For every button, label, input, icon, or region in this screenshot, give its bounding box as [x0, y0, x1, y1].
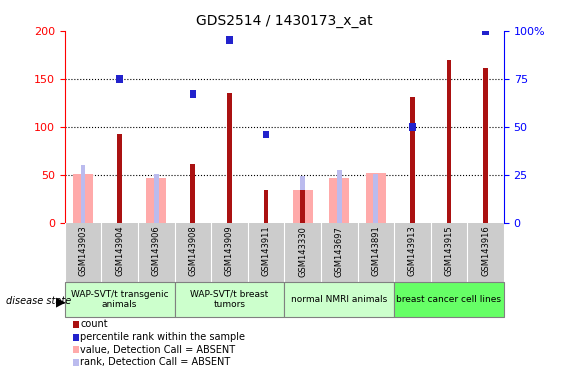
Bar	[300, 176, 305, 223]
Bar	[409, 123, 415, 131]
Bar	[293, 190, 312, 223]
Bar	[366, 173, 386, 223]
Bar	[446, 61, 452, 223]
Text: count: count	[81, 319, 108, 329]
Bar	[65, 31, 101, 223]
Bar	[227, 93, 232, 223]
Bar	[117, 134, 122, 223]
Bar	[446, 8, 452, 15]
Bar	[337, 170, 342, 223]
Bar	[431, 31, 467, 223]
Bar	[73, 174, 93, 223]
Bar	[410, 97, 415, 223]
Bar	[284, 282, 394, 317]
Bar	[248, 31, 284, 223]
Text: normal NMRI animals: normal NMRI animals	[291, 295, 387, 304]
Text: GSM143915: GSM143915	[445, 226, 453, 276]
Text: WAP-SVT/t transgenic
animals: WAP-SVT/t transgenic animals	[71, 290, 168, 309]
Text: GSM143697: GSM143697	[335, 226, 343, 276]
Text: value, Detection Call = ABSENT: value, Detection Call = ABSENT	[81, 345, 235, 355]
Bar	[146, 178, 166, 223]
Bar	[263, 190, 269, 223]
Text: GSM143909: GSM143909	[225, 226, 234, 276]
Bar	[329, 178, 349, 223]
Bar	[263, 131, 269, 138]
Text: GSM143908: GSM143908	[189, 226, 197, 276]
Text: GSM143903: GSM143903	[79, 226, 87, 276]
Bar	[321, 31, 358, 223]
Bar	[394, 282, 504, 317]
Bar	[226, 36, 233, 44]
Bar	[483, 68, 488, 223]
Bar	[138, 31, 175, 223]
Text: WAP-SVT/t breast
tumors: WAP-SVT/t breast tumors	[190, 290, 269, 309]
Bar	[65, 282, 175, 317]
Text: GSM143916: GSM143916	[481, 226, 490, 276]
Text: breast cancer cell lines: breast cancer cell lines	[396, 295, 502, 304]
Bar	[284, 31, 321, 223]
Bar	[394, 31, 431, 223]
Bar	[190, 164, 195, 223]
Bar	[373, 174, 378, 223]
Bar	[81, 165, 86, 223]
Bar	[175, 282, 284, 317]
Text: percentile rank within the sample: percentile rank within the sample	[81, 332, 245, 342]
Text: ▶: ▶	[56, 295, 66, 308]
Bar	[211, 31, 248, 223]
Text: GSM143330: GSM143330	[298, 226, 307, 276]
Text: rank, Detection Call = ABSENT: rank, Detection Call = ABSENT	[81, 358, 230, 367]
Bar	[300, 190, 305, 223]
Bar	[358, 31, 394, 223]
Text: GSM143904: GSM143904	[115, 226, 124, 276]
Bar	[467, 31, 504, 223]
Bar	[190, 90, 196, 98]
Text: GSM143906: GSM143906	[152, 226, 160, 276]
Text: GSM143913: GSM143913	[408, 226, 417, 276]
Bar	[175, 31, 211, 223]
Bar	[101, 31, 138, 223]
Text: GSM143891: GSM143891	[372, 226, 380, 276]
Bar	[117, 75, 123, 83]
Bar	[154, 174, 159, 223]
Title: GDS2514 / 1430173_x_at: GDS2514 / 1430173_x_at	[196, 14, 373, 28]
Bar	[482, 27, 489, 35]
Text: GSM143911: GSM143911	[262, 226, 270, 276]
Text: disease state: disease state	[6, 296, 71, 306]
